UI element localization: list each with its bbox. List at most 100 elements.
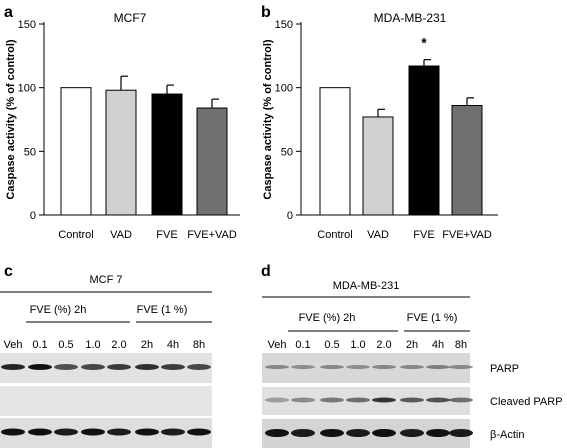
blot-d-band <box>400 365 424 369</box>
mcf7-y-tick-label: 50 <box>24 146 36 158</box>
blot-c-band <box>1 428 25 436</box>
blot-d-band <box>372 397 396 403</box>
blot-c-band <box>161 428 185 436</box>
blot-c-group1-label: FVE (%) 2h <box>30 304 87 316</box>
blot-d-band <box>346 397 370 403</box>
chart-mcf7: MCF7 Caspase activity (% of control) 0 50 10… <box>5 11 240 241</box>
blot-c-lane-label: Veh <box>4 339 23 351</box>
mcf7-chart-title: MCF7 <box>114 11 147 25</box>
blot-d-band <box>372 365 396 369</box>
blot-c-bands <box>1 364 211 436</box>
blot-d-band <box>372 429 396 437</box>
chart-mda-mb-231: MDA-MB-231 Caspase activity (% of control… <box>262 11 498 241</box>
western-blot-mda-mb-231: MDA-MB-231 FVE (%) 2h FVE (1 %) Veh 0.1 0.… <box>262 280 563 448</box>
blot-c-band <box>187 364 211 370</box>
mcf7-x-tick-label: VAD <box>110 229 132 241</box>
blot-d-band <box>400 429 424 437</box>
blot-c-band <box>135 428 159 436</box>
blot-c-band <box>187 428 211 436</box>
mcf7-y-tick-label: 0 <box>30 210 36 222</box>
blot-d-band <box>291 365 315 369</box>
blot-c-lane-label: 4h <box>167 339 179 351</box>
panel-label-d: d <box>261 263 271 280</box>
blot-c-band <box>81 364 105 370</box>
mda-bar-fve <box>408 65 440 216</box>
blot-d-row-label-parp: PARP <box>490 363 519 375</box>
blot-d-band <box>426 397 450 403</box>
blot-c-lane-label: 1.0 <box>85 339 100 351</box>
mcf7-bar-fve <box>151 93 183 216</box>
blot-d-bands <box>265 365 473 437</box>
mda-y-tick-label: 150 <box>275 19 293 31</box>
blot-c-band <box>161 364 185 370</box>
blot-c-group2-label: FVE (1 %) <box>137 304 188 316</box>
blot-c-strip-2 <box>0 386 212 416</box>
mda-bar-fve-vad <box>451 104 483 216</box>
blot-d-title: MDA-MB-231 <box>333 280 400 292</box>
panel-label-c: c <box>4 263 13 280</box>
blot-d-band <box>265 429 289 437</box>
blot-d-band <box>400 397 424 403</box>
blot-c-lane-label: 2.0 <box>111 339 126 351</box>
mda-chart-title: MDA-MB-231 <box>374 11 447 25</box>
blot-d-row-label-cleaved-parp: Cleaved PARP <box>490 396 563 408</box>
mda-significance-marker: * <box>421 35 427 51</box>
blot-c-band <box>107 428 131 436</box>
mcf7-bar-vad <box>105 89 137 216</box>
blot-c-band <box>107 364 131 370</box>
blot-c-band <box>1 364 25 370</box>
mcf7-y-axis-label: Caspase activity (% of control) <box>5 39 17 199</box>
blot-d-band <box>449 397 473 403</box>
blot-c-lane-label: 0.1 <box>32 339 47 351</box>
blot-d-band <box>291 429 315 437</box>
mcf7-x-tick-label: Control <box>58 229 93 241</box>
mcf7-x-tick-label: FVE+VAD <box>187 229 237 241</box>
mda-y-tick-label: 0 <box>287 210 293 222</box>
western-blot-mcf7: MCF 7 FVE (%) 2h FVE (1 %) Veh 0.1 0.5 1.0 2… <box>0 274 212 448</box>
mcf7-bar-fve-vad <box>196 107 228 216</box>
blot-d-band <box>426 429 450 437</box>
mda-y-tick-label: 50 <box>281 146 293 158</box>
panel-label-a: a <box>4 4 13 21</box>
blot-c-band <box>54 364 78 370</box>
blot-d-row-label-actin: β-Actin <box>490 429 524 441</box>
mcf7-y-tick-label: 100 <box>18 83 36 95</box>
blot-d-band <box>449 429 473 437</box>
mda-x-tick-label: Control <box>317 229 352 241</box>
blot-c-band <box>135 364 159 370</box>
blot-c-lane-labels: Veh 0.1 0.5 1.0 2.0 2h 4h 8h <box>4 339 206 351</box>
blot-c-lane-label: 2h <box>141 339 153 351</box>
blot-d-band <box>320 365 344 369</box>
blot-d-lane-label: 4h <box>432 339 444 351</box>
blot-c-band <box>81 428 105 436</box>
panel-label-b: b <box>261 4 271 21</box>
blot-d-lane-label: 0.5 <box>324 339 339 351</box>
mcf7-y-tick-label: 150 <box>18 19 36 31</box>
mda-bar-vad <box>362 116 394 216</box>
blot-c-lane-label: 0.5 <box>58 339 73 351</box>
blot-c-title: MCF 7 <box>90 274 123 286</box>
blot-d-lane-labels: Veh 0.1 0.5 1.0 2.0 2h 4h 8h <box>268 339 468 351</box>
blot-d-lane-label: 0.1 <box>295 339 310 351</box>
mcf7-bar-control <box>60 87 92 216</box>
mcf7-x-tick-label: FVE <box>156 229 177 241</box>
mda-y-axis-label: Caspase activity (% of control) <box>262 39 274 199</box>
mda-x-tick-label: VAD <box>367 229 389 241</box>
mda-x-tick-label: FVE+VAD <box>442 229 492 241</box>
blot-c-band <box>28 364 52 370</box>
blot-d-group2-label: FVE (1 %) <box>407 312 458 324</box>
blot-d-band <box>449 365 473 369</box>
blot-c-band <box>54 428 78 436</box>
blot-c-band <box>28 428 52 436</box>
blot-d-lane-label: Veh <box>268 339 287 351</box>
blot-d-lane-label: 2.0 <box>376 339 391 351</box>
blot-d-band <box>265 365 289 369</box>
blot-c-lane-label: 8h <box>193 339 205 351</box>
blot-d-band <box>265 397 289 403</box>
blot-d-band <box>320 429 344 437</box>
blot-d-band <box>291 397 315 403</box>
mda-bar-control <box>319 87 351 216</box>
blot-d-band <box>320 397 344 403</box>
blot-d-lane-label: 1.0 <box>350 339 365 351</box>
